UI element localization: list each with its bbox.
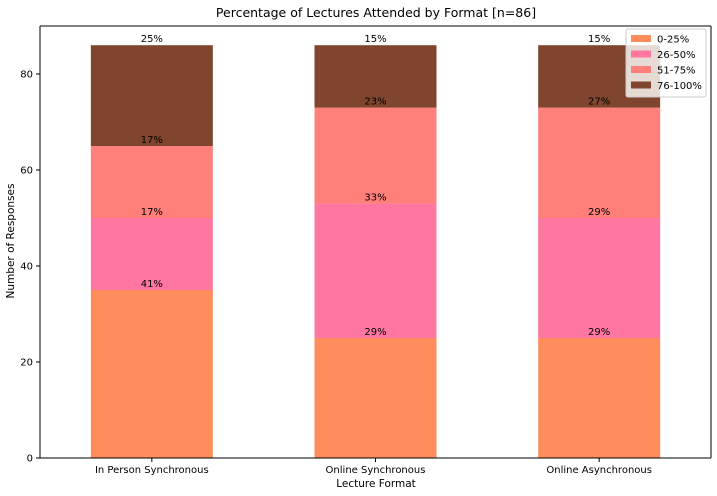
- legend-swatch: [631, 66, 651, 73]
- axes-group: 0 20 40 60 80 In Person Synchronous Online Syn…: [20, 25, 712, 476]
- bar-data-label: 25%: [141, 34, 163, 45]
- bar-segment: [314, 338, 437, 458]
- bar-segment: [90, 218, 213, 290]
- bars-group: [90, 45, 661, 458]
- bar-segment: [314, 203, 437, 338]
- legend-label: 51-75%: [657, 66, 696, 77]
- x-axis-label: Lecture Format: [336, 478, 416, 490]
- bar-data-label: 17%: [141, 135, 163, 146]
- y-tick-label: 60: [20, 166, 33, 177]
- y-axis-label: Number of Responses: [5, 184, 17, 299]
- bar-segment: [90, 146, 213, 218]
- bar-data-label: 15%: [588, 34, 610, 45]
- bar-data-label: 41%: [141, 279, 163, 290]
- bar-segment: [538, 338, 661, 458]
- bar-segment: [314, 107, 437, 204]
- bar-data-label: 23%: [364, 97, 386, 108]
- legend-box: [625, 28, 707, 98]
- bar-segment: [538, 107, 661, 218]
- legend: 0-25% 26-50% 51-75% 76-100%: [625, 28, 707, 98]
- y-tick-label: 40: [20, 262, 33, 273]
- legend-label: 76-100%: [657, 81, 702, 92]
- bar-data-label: 15%: [364, 34, 386, 45]
- data-labels-group: 41% 17% 17% 25% 29% 33% 23% 15% 29% 29% 27% 15%: [141, 34, 611, 338]
- bar-data-label: 29%: [364, 327, 386, 338]
- bar-segment: [90, 45, 213, 147]
- bar-data-label: 33%: [364, 193, 386, 204]
- x-tick-label: Online Synchronous: [326, 465, 426, 476]
- bar-data-label: 29%: [588, 207, 610, 218]
- bar-data-label: 27%: [588, 97, 610, 108]
- x-tick-label: In Person Synchronous: [95, 465, 209, 476]
- chart-title: Percentage of Lectures Attended by Forma…: [216, 5, 536, 20]
- legend-label: 26-50%: [657, 50, 696, 61]
- bar-data-label: 17%: [141, 207, 163, 218]
- bar-segment: [314, 45, 437, 108]
- bar-data-label: 29%: [588, 327, 610, 338]
- bar-segment: [90, 290, 213, 458]
- y-tick-label: 20: [20, 358, 33, 369]
- legend-swatch: [631, 50, 651, 58]
- bar-segment: [538, 218, 661, 338]
- legend-label: 0-25%: [657, 35, 689, 46]
- legend-swatch: [631, 81, 651, 89]
- y-tick-label: 80: [20, 70, 33, 81]
- legend-swatch: [631, 35, 651, 42]
- x-tick-label: Online Asynchronous: [546, 465, 652, 476]
- y-tick-label: 0: [27, 454, 33, 465]
